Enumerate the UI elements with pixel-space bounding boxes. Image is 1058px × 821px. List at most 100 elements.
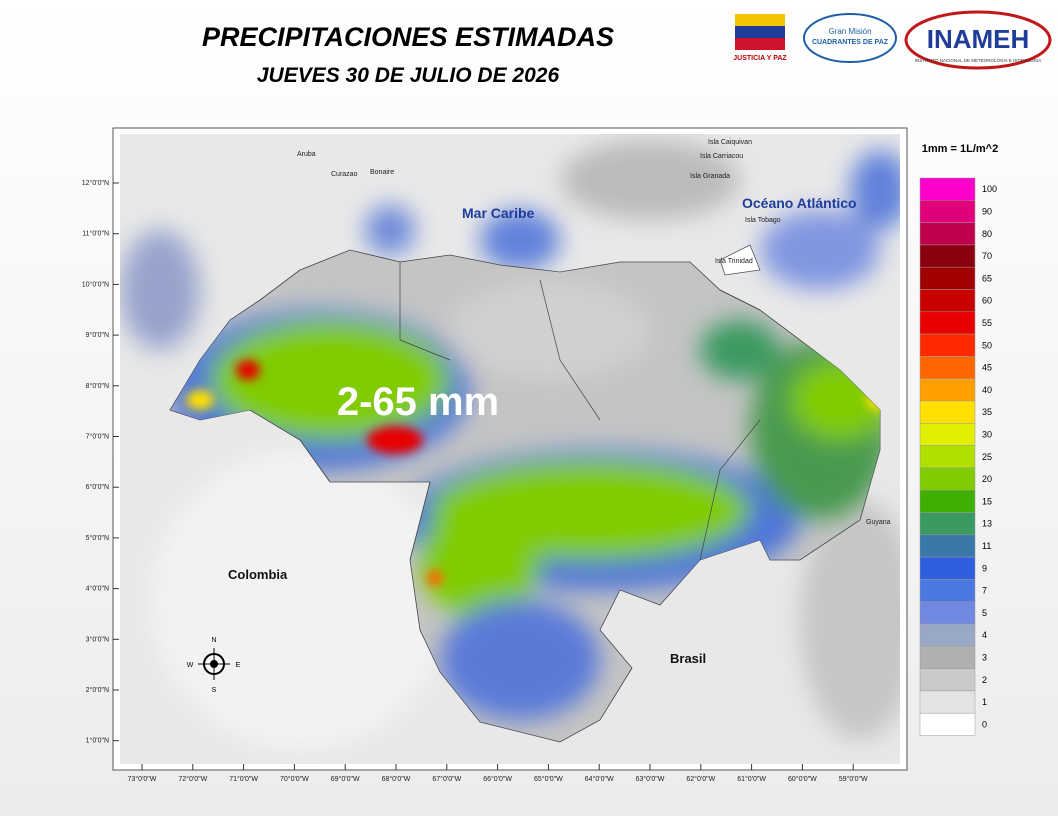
legend-label: 90 [982, 206, 992, 216]
lat-label: 3°0'0"N [86, 635, 109, 643]
legend-label: 30 [982, 429, 992, 439]
lat-label: 12°0'0"N [82, 179, 109, 187]
legend-swatch [919, 668, 976, 692]
legend-swatch [919, 534, 976, 558]
legend-label: 40 [982, 385, 992, 395]
legend-swatch [919, 266, 976, 290]
lon-label: 73°0'0"W [128, 775, 157, 783]
place-label: Isla Trinidad [715, 258, 753, 265]
place-label: Bonaire [370, 169, 394, 176]
place-label: Isla Tobago [745, 217, 781, 224]
map-panel: 12°0'0"N11°0'0"N10°0'0"N9°0'0"N8°0'0"N7°… [82, 127, 998, 783]
legend-label: 13 [982, 519, 992, 529]
legend-swatch [919, 244, 976, 268]
place-label: Guyana [866, 519, 891, 526]
lon-label: 69°0'0"W [331, 775, 360, 783]
legend-swatch [919, 400, 976, 424]
legend-label: 25 [982, 452, 992, 462]
legend-label: 35 [982, 407, 992, 417]
legend-swatch [919, 712, 976, 736]
place-labels: Aruba Curazao Bonaire Isla Caiquivan Isl… [228, 139, 891, 666]
legend-label: 1 [982, 697, 987, 707]
legend-swatch [919, 445, 976, 469]
place-label: Aruba [297, 151, 316, 158]
legend-label: 65 [982, 273, 992, 283]
legend-swatch [919, 356, 976, 379]
place-label: Curazao [331, 171, 358, 178]
legend-swatch [919, 601, 976, 625]
legend-label: 100 [982, 184, 997, 194]
lon-label: 63°0'0"W [636, 775, 665, 783]
legend-label: 60 [982, 296, 992, 306]
place-label: Isla Caiquivan [708, 139, 752, 146]
place-label: Brasil [670, 651, 706, 666]
subtitle: JUEVES 30 DE JULIO DE 2026 [257, 64, 560, 87]
legend-label: 2 [982, 675, 987, 685]
lon-label: 65°0'0"W [534, 775, 563, 783]
legend-swatch [919, 690, 976, 714]
legend-swatch [919, 200, 976, 223]
legend-swatch [919, 489, 976, 513]
legend-label: 5 [982, 608, 987, 618]
legend-swatch [919, 378, 976, 402]
legend-swatch [919, 579, 976, 602]
legend: 1009080706560555045403530252015131197543… [919, 177, 997, 736]
legend-swatch [919, 556, 976, 580]
compass-label: N [211, 637, 216, 644]
legend-label: 11 [982, 541, 991, 551]
legend-label: 80 [982, 229, 992, 239]
place-label: Colombia [228, 567, 288, 582]
graticule: 12°0'0"N 11°0'0"N 10°0'0"N 9°0'0"N 8°0'0"N 7°… [82, 179, 868, 783]
legend-label: 3 [982, 652, 987, 662]
legend-label: 4 [982, 630, 987, 640]
logo-text: INSTITUTO NACIONAL DE METEOROLOGIA E HID… [915, 58, 1042, 63]
legend-label: 55 [982, 318, 992, 328]
lon-label: 61°0'0"W [737, 775, 766, 783]
lon-label: 66°0'0"W [483, 775, 512, 783]
title: PRECIPITACIONES ESTIMADAS [202, 22, 614, 52]
compass-label: W [187, 662, 194, 669]
legend-label: 20 [982, 474, 992, 484]
lat-label: 1°0'0"N [86, 737, 109, 745]
logos: JUSTICIA Y PAZ Gran Misión CUADRANTES DE… [733, 10, 1052, 70]
place-label: Océano Atlántico [742, 195, 857, 211]
lat-label: 2°0'0"N [86, 686, 109, 694]
legend-swatch [919, 512, 976, 536]
place-label: Isla Granada [690, 173, 730, 180]
legend-swatch [919, 467, 976, 491]
compass-label: E [236, 662, 241, 669]
compass-label: S [212, 687, 217, 694]
legend-label: 15 [982, 496, 992, 506]
legend-swatch [919, 311, 976, 335]
legend-label: 7 [982, 586, 987, 596]
legend-swatch [919, 646, 976, 669]
logo-text: JUSTICIA Y PAZ [733, 55, 787, 62]
legend-label: 50 [982, 340, 992, 350]
compass: N S E W [187, 637, 241, 694]
lat-label: 10°0'0"N [82, 280, 109, 288]
legend-label: 45 [982, 363, 992, 373]
legend-label: 9 [982, 563, 987, 573]
lon-label: 70°0'0"W [280, 775, 309, 783]
legend-swatch [919, 333, 976, 357]
lat-label: 4°0'0"N [86, 585, 109, 593]
lat-label: 9°0'0"N [86, 331, 109, 339]
legend-label: 70 [982, 251, 992, 261]
lon-label: 67°0'0"W [432, 775, 461, 783]
legend-swatch [919, 289, 976, 313]
lat-label: 8°0'0"N [86, 382, 109, 390]
logo-text: CUADRANTES DE PAZ [812, 39, 889, 46]
place-label: Mar Caribe [462, 205, 535, 221]
lon-label: 64°0'0"W [585, 775, 614, 783]
lon-label: 71°0'0"W [229, 775, 258, 783]
legend-label: 0 [982, 719, 987, 729]
logo-text: Gran Misión [828, 27, 871, 36]
lon-label: 62°0'0"W [686, 775, 715, 783]
lon-label: 68°0'0"W [382, 775, 411, 783]
lon-label: 59°0'0"W [839, 775, 868, 783]
lat-label: 6°0'0"N [86, 483, 109, 491]
legend-swatch [919, 177, 976, 201]
lat-label: 11°0'0"N [82, 230, 109, 238]
legend-swatch [919, 623, 976, 647]
